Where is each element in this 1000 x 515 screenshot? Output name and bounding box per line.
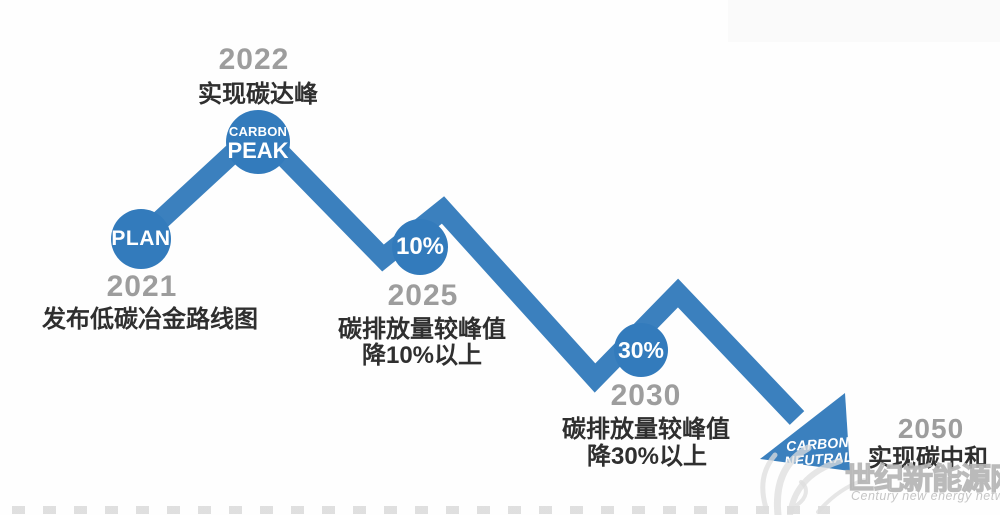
milestone-2025-desc-line2: 降10%以上 [361, 342, 483, 369]
milestone-2030-year: 2030 [610, 379, 682, 412]
carbon-neutral-badge: CARBON NEUTRAL [783, 434, 853, 469]
plan-badge: PLAN [111, 209, 171, 269]
plan-badge-label: PLAN [111, 227, 171, 250]
milestone-2030-desc-line2: 降30%以上 [586, 443, 708, 470]
reduction-10-badge-label: 10% [395, 233, 445, 260]
reduction-30-badge-label: 30% [617, 336, 665, 363]
zigzag-band [134, 116, 805, 425]
milestone-2050-year: 2050 [897, 413, 965, 444]
carbon-peak-badge: CARBON PEAK [226, 110, 290, 174]
milestone-2022-desc: 实现碳达峰 [198, 81, 318, 108]
milestone-2030-desc-line1: 碳排放量较峰值 [562, 416, 730, 443]
cutoff-caption-strip [12, 506, 830, 514]
milestone-2050-desc: 实现碳中和 [868, 445, 988, 472]
milestone-2025-desc-line1: 碳排放量较峰值 [338, 316, 506, 343]
milestone-2021-year: 2021 [106, 270, 178, 303]
milestone-2021-desc: 发布低碳冶金路线图 [42, 306, 258, 333]
background-tint [728, 0, 1000, 42]
watermark-cn-text: 世纪新能源网 [844, 462, 1000, 496]
milestone-2025-year: 2025 [387, 279, 459, 312]
carbon-peak-badge-line2: PEAK [227, 137, 289, 163]
milestone-2022-year: 2022 [218, 43, 290, 76]
carbon-peak-badge-line1: CARBON [228, 123, 288, 139]
reduction-30-badge: 30% [614, 323, 668, 377]
watermark-en-text: Century new energy network [851, 489, 1000, 503]
reduction-10-badge: 10% [392, 219, 448, 275]
